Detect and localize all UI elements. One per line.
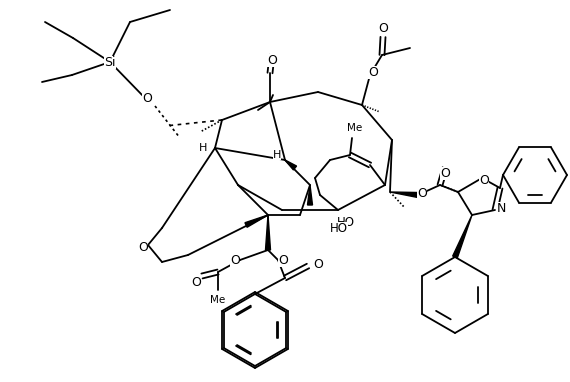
Text: Me: Me <box>210 295 226 305</box>
Text: O: O <box>278 254 288 267</box>
Text: HO: HO <box>330 222 348 235</box>
Polygon shape <box>285 160 296 170</box>
Text: O: O <box>138 241 148 254</box>
Text: O: O <box>142 92 152 105</box>
Polygon shape <box>453 215 472 258</box>
Text: HO: HO <box>337 215 355 228</box>
Text: H: H <box>273 150 281 160</box>
Text: O: O <box>378 21 388 34</box>
Polygon shape <box>307 185 312 205</box>
Text: H: H <box>199 143 207 153</box>
Text: O: O <box>191 275 201 288</box>
Text: Si: Si <box>104 55 116 68</box>
Text: O: O <box>417 186 427 199</box>
Polygon shape <box>245 215 268 227</box>
Text: O: O <box>313 257 323 270</box>
Text: O: O <box>479 173 489 186</box>
Text: Me: Me <box>347 123 363 133</box>
Text: O: O <box>440 167 450 180</box>
Text: O: O <box>267 53 277 66</box>
Polygon shape <box>390 192 418 197</box>
Polygon shape <box>266 215 271 250</box>
Text: N: N <box>496 201 506 215</box>
Text: O: O <box>368 65 378 78</box>
Text: O: O <box>230 254 240 267</box>
